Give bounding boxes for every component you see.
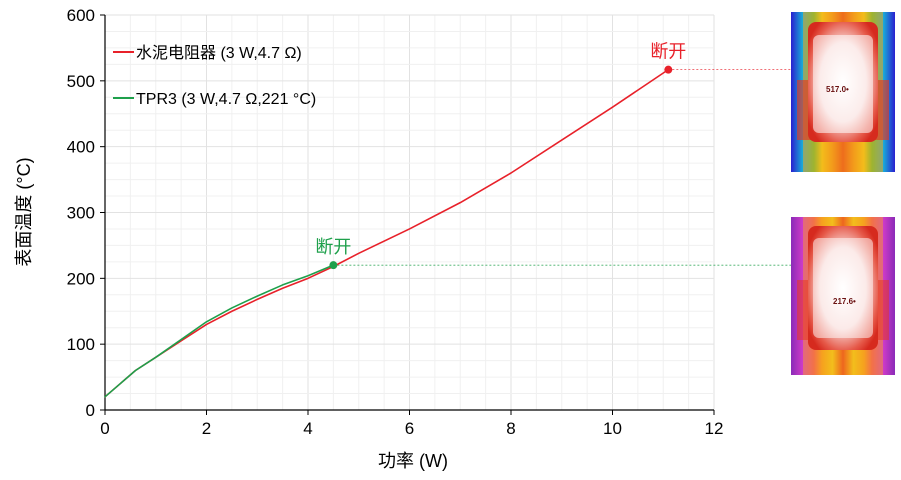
series-line <box>104 68 670 398</box>
x-tick-label: 8 <box>506 419 515 438</box>
legend: 水泥电阻器 (3 W,4.7 Ω) TPR3 (3 W,4.7 Ω,221 °C) <box>113 44 316 108</box>
x-tick-label: 6 <box>405 419 414 438</box>
y-tick-label: 0 <box>86 401 95 420</box>
thermal-image-resistor: 517.0• <box>791 12 895 172</box>
y-tick-label: 300 <box>67 204 95 223</box>
thermal-value-label: 217.6• <box>833 297 856 306</box>
y-tick-label: 200 <box>67 269 95 288</box>
x-tick-label: 0 <box>100 419 109 438</box>
x-tick-label: 2 <box>202 419 211 438</box>
x-axis-title: 功率 (W) <box>378 451 448 471</box>
break-label: 断开 <box>315 237 351 257</box>
thermal-value-label: 517.0• <box>826 85 849 94</box>
axes: 0 2 4 6 8 10 12 0 100 200 300 400 500 600 <box>67 6 724 438</box>
y-axis-title: 表面温度 (°C) <box>14 157 34 266</box>
grid <box>104 14 715 411</box>
legend-label: TPR3 (3 W,4.7 Ω,221 °C) <box>136 91 316 108</box>
x-tick-label: 12 <box>705 419 724 438</box>
x-tick-label: 10 <box>603 419 622 438</box>
y-tick-label: 100 <box>67 335 95 354</box>
break-point-marker <box>664 65 673 74</box>
thermal-image-tpr3: 217.6• <box>791 217 895 375</box>
y-tick-label: 400 <box>67 138 95 157</box>
break-point-marker <box>329 261 338 270</box>
legend-label: 水泥电阻器 (3 W,4.7 Ω) <box>136 44 302 62</box>
series-line <box>104 264 335 398</box>
break-label: 断开 <box>650 42 686 62</box>
y-tick-label: 500 <box>67 72 95 91</box>
x-tick-label: 4 <box>303 419 312 438</box>
y-tick-label: 600 <box>67 6 95 25</box>
connector-lines <box>333 69 791 266</box>
